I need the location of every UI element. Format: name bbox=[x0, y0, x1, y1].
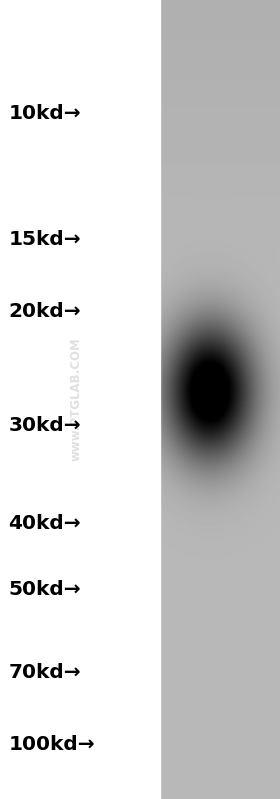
Text: 50kd→: 50kd→ bbox=[8, 580, 81, 599]
Text: 15kd→: 15kd→ bbox=[8, 230, 81, 249]
Text: 10kd→: 10kd→ bbox=[8, 104, 81, 123]
Text: 70kd→: 70kd→ bbox=[8, 663, 81, 682]
Text: 20kd→: 20kd→ bbox=[8, 302, 81, 321]
Text: 40kd→: 40kd→ bbox=[8, 514, 81, 533]
Text: 100kd→: 100kd→ bbox=[8, 735, 95, 754]
Bar bbox=[0, 0, 160, 799]
Text: www.PTGLAB.COM: www.PTGLAB.COM bbox=[69, 338, 82, 461]
Text: 30kd→: 30kd→ bbox=[8, 415, 81, 435]
